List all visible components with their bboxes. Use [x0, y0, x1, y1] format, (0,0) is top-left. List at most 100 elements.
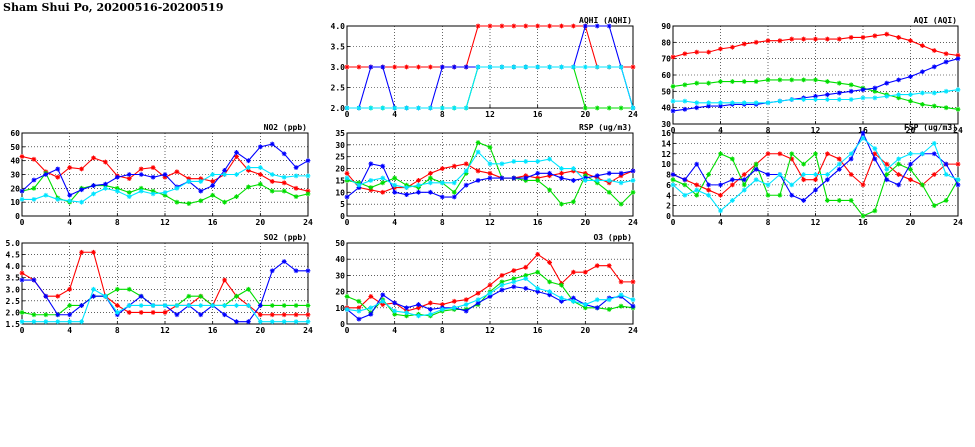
data-point — [174, 185, 180, 191]
data-point — [487, 23, 493, 29]
data-point — [43, 312, 49, 318]
data-point — [618, 64, 624, 70]
y-tick-label: 14 — [661, 139, 671, 148]
data-point — [547, 289, 552, 294]
data-point — [392, 175, 398, 181]
x-tick-label: 0 — [20, 326, 25, 335]
data-point — [896, 95, 902, 101]
data-point — [848, 82, 854, 88]
data-point — [848, 35, 854, 40]
data-point — [380, 292, 386, 298]
y-tick-label: 6 — [666, 181, 671, 190]
data-point — [765, 100, 771, 106]
x-tick-label: 8 — [115, 218, 120, 227]
data-point — [174, 303, 180, 308]
data-point — [931, 151, 937, 157]
data-point — [114, 185, 120, 191]
data-point — [547, 279, 552, 285]
data-point — [618, 105, 624, 111]
x-tick-label: 16 — [208, 218, 218, 227]
y-tick-label: 10 — [10, 198, 20, 207]
page-title: Sham Shui Po, 20200516-20200519 — [3, 1, 224, 14]
data-point — [356, 308, 362, 314]
data-point — [860, 130, 866, 136]
data-point — [777, 38, 783, 44]
data-point — [499, 282, 505, 288]
data-point — [896, 156, 902, 162]
data-point — [257, 319, 263, 325]
data-point — [594, 297, 600, 303]
data-point — [356, 305, 362, 311]
data-point — [718, 103, 723, 109]
data-point — [789, 192, 795, 198]
data-point — [210, 183, 216, 188]
x-tick-label: 0 — [20, 218, 25, 227]
data-point — [19, 277, 25, 283]
data-point — [789, 36, 795, 42]
data-point — [753, 177, 759, 183]
data-point — [281, 180, 287, 186]
data-point — [824, 36, 830, 42]
x-tick-label: 16 — [208, 326, 218, 335]
data-point — [67, 286, 73, 292]
data-point — [138, 303, 144, 308]
data-point — [305, 188, 311, 194]
data-point — [380, 298, 386, 304]
data-point — [344, 294, 350, 299]
data-point — [114, 303, 120, 308]
data-point — [234, 172, 239, 177]
data-point — [535, 23, 541, 29]
data-point — [126, 286, 132, 292]
data-point — [281, 259, 287, 264]
data-point — [523, 23, 529, 29]
data-point — [789, 151, 795, 157]
data-point — [943, 51, 949, 57]
x-tick-label: 20 — [906, 218, 916, 227]
data-point — [559, 295, 564, 301]
data-point — [451, 64, 457, 70]
data-point — [511, 268, 517, 273]
data-point — [356, 316, 362, 322]
data-point — [523, 285, 529, 291]
data-point — [571, 64, 576, 70]
data-point — [765, 192, 771, 198]
data-point — [931, 103, 937, 109]
y-tick-label: 4.0 — [331, 22, 346, 31]
data-point — [741, 177, 747, 183]
data-point — [682, 82, 688, 88]
data-point — [79, 187, 84, 193]
y-tick-label: 5 — [340, 200, 345, 209]
data-point — [19, 270, 25, 276]
data-point — [234, 303, 239, 308]
data-point — [31, 177, 37, 183]
data-point — [79, 249, 84, 255]
data-point — [547, 23, 552, 29]
data-point — [706, 182, 712, 188]
data-point — [19, 188, 25, 194]
data-point — [872, 156, 878, 162]
data-point — [682, 98, 688, 104]
y-tick-label: 0 — [340, 212, 345, 221]
data-point — [896, 77, 902, 83]
data-point — [463, 297, 469, 303]
data-point — [571, 298, 576, 304]
y-tick-label: 20 — [335, 165, 345, 174]
data-point — [91, 191, 96, 197]
data-point — [824, 92, 830, 97]
x-tick-label: 20 — [906, 126, 916, 135]
data-point — [824, 177, 830, 183]
data-point — [718, 192, 723, 198]
y-tick-label: 0 — [666, 212, 671, 221]
data-point — [269, 303, 275, 308]
data-point — [559, 175, 564, 181]
data-point — [789, 156, 795, 162]
data-point — [114, 174, 120, 180]
data-point — [392, 64, 398, 70]
data-point — [931, 172, 937, 177]
data-point — [499, 175, 505, 181]
y-tick-label: 35 — [335, 129, 345, 138]
data-point — [571, 178, 576, 183]
data-point — [729, 79, 735, 84]
data-point — [67, 165, 73, 170]
data-point — [356, 182, 362, 188]
